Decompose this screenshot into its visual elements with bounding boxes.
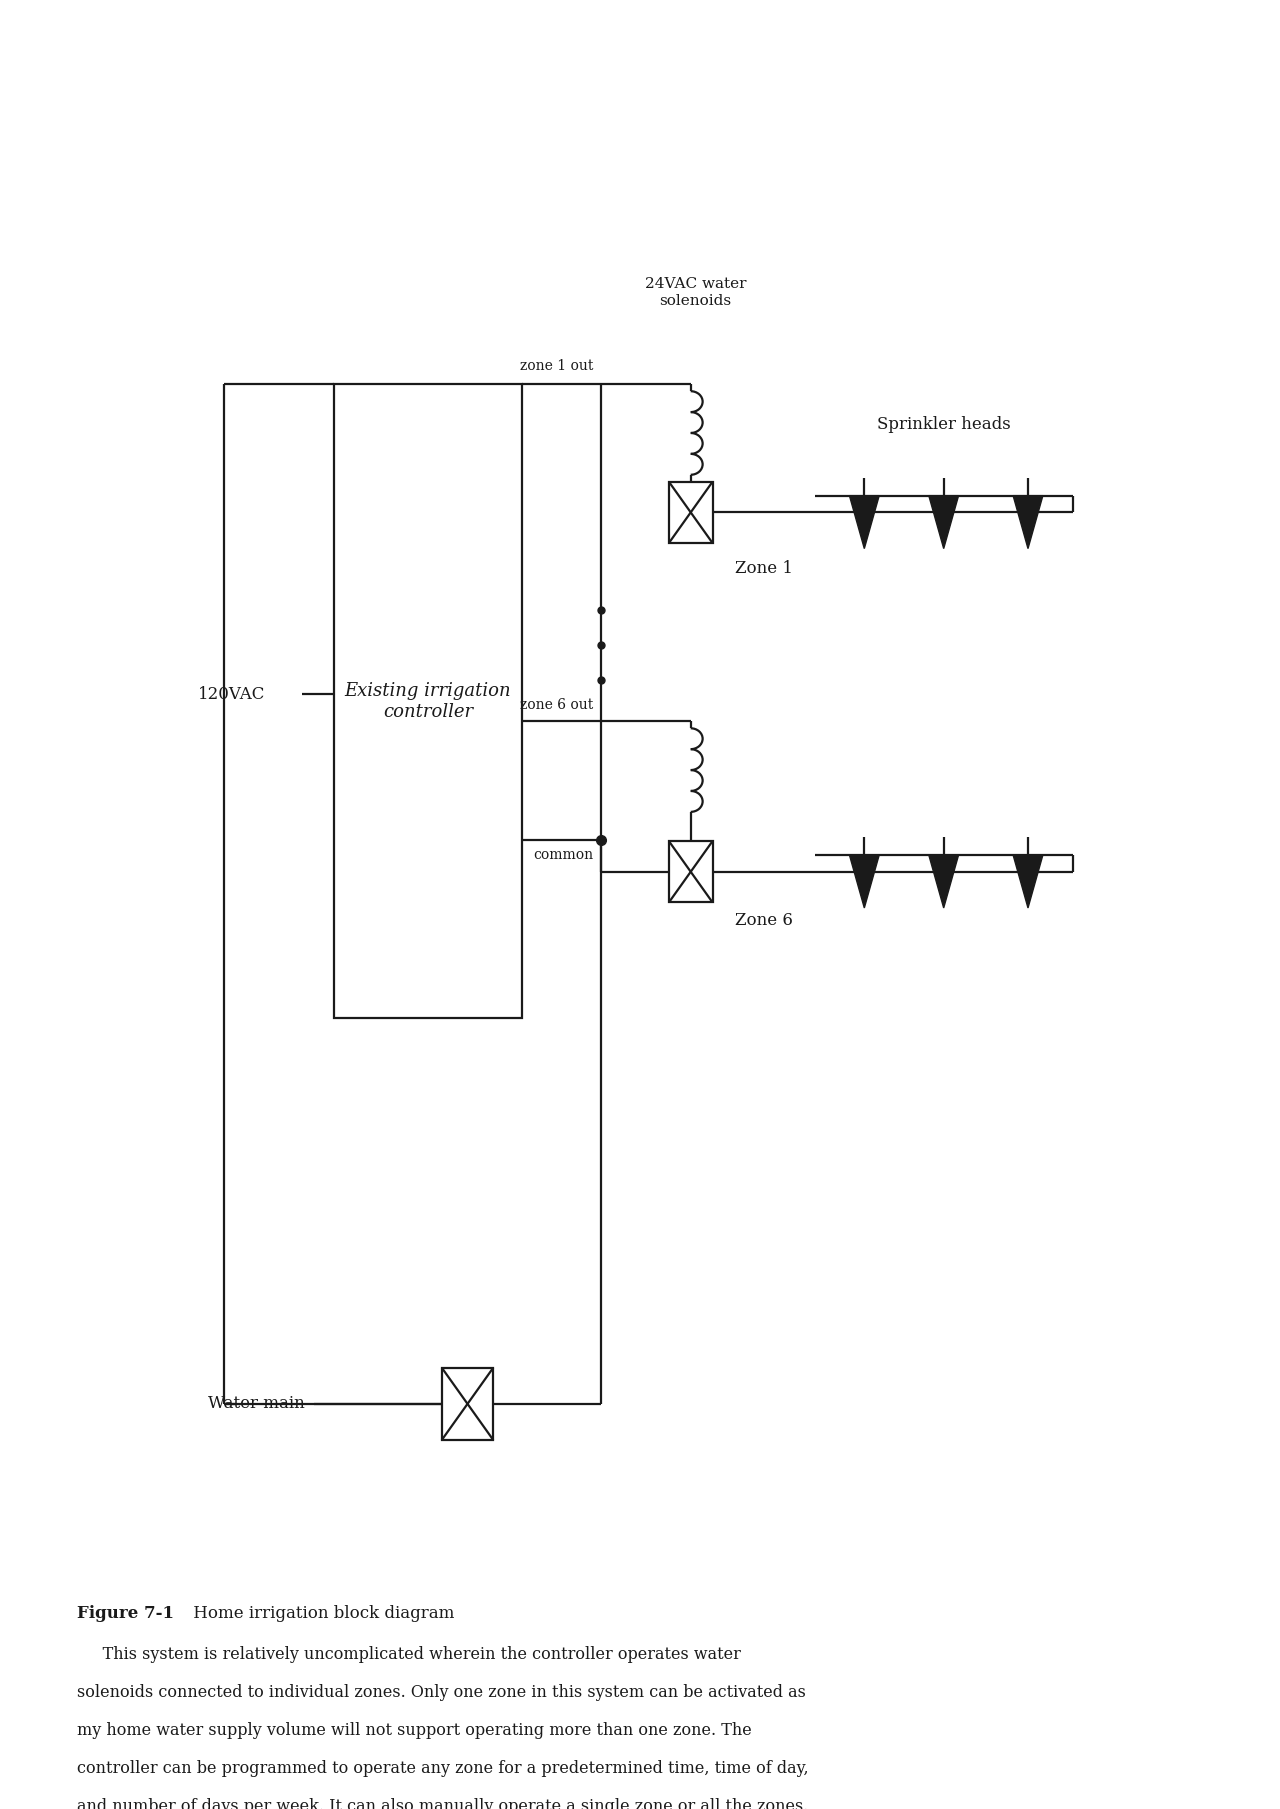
Text: and number of days per week. It can also manually operate a single zone or all t: and number of days per week. It can also… [77,1798,808,1809]
Bar [669,841,713,903]
Text: Sprinkler heads: Sprinkler heads [877,416,1010,432]
Text: solenoids connected to individual zones. Only one zone in this system can be act: solenoids connected to individual zones.… [77,1684,805,1700]
Polygon shape [929,856,959,908]
Text: 120VAC: 120VAC [197,686,265,702]
Text: Existing irrigation
controller: Existing irrigation controller [344,682,511,720]
Text: controller can be programmed to operate any zone for a predetermined time, time : controller can be programmed to operate … [77,1760,809,1776]
Text: Zone 1: Zone 1 [736,559,794,577]
Text: zone 6 out: zone 6 out [520,698,594,711]
Polygon shape [850,496,879,548]
Polygon shape [1014,496,1043,548]
Bar [442,1368,493,1440]
Text: Figure 7-1: Figure 7-1 [77,1605,174,1621]
Text: my home water supply volume will not support operating more than one zone. The: my home water supply volume will not sup… [77,1722,751,1738]
Text: Water main: Water main [207,1395,305,1413]
Text: Home irrigation block diagram: Home irrigation block diagram [188,1605,454,1621]
Bar [334,384,522,1018]
Text: zone 1 out: zone 1 out [520,360,594,373]
Polygon shape [1014,856,1043,908]
Text: 24VAC water
solenoids: 24VAC water solenoids [645,277,746,308]
Polygon shape [850,856,879,908]
Text: common: common [534,848,594,863]
Text: This system is relatively uncomplicated wherein the controller operates water: This system is relatively uncomplicated … [77,1646,741,1662]
Text: Zone 6: Zone 6 [736,912,794,930]
Polygon shape [929,496,959,548]
Bar [669,481,713,543]
